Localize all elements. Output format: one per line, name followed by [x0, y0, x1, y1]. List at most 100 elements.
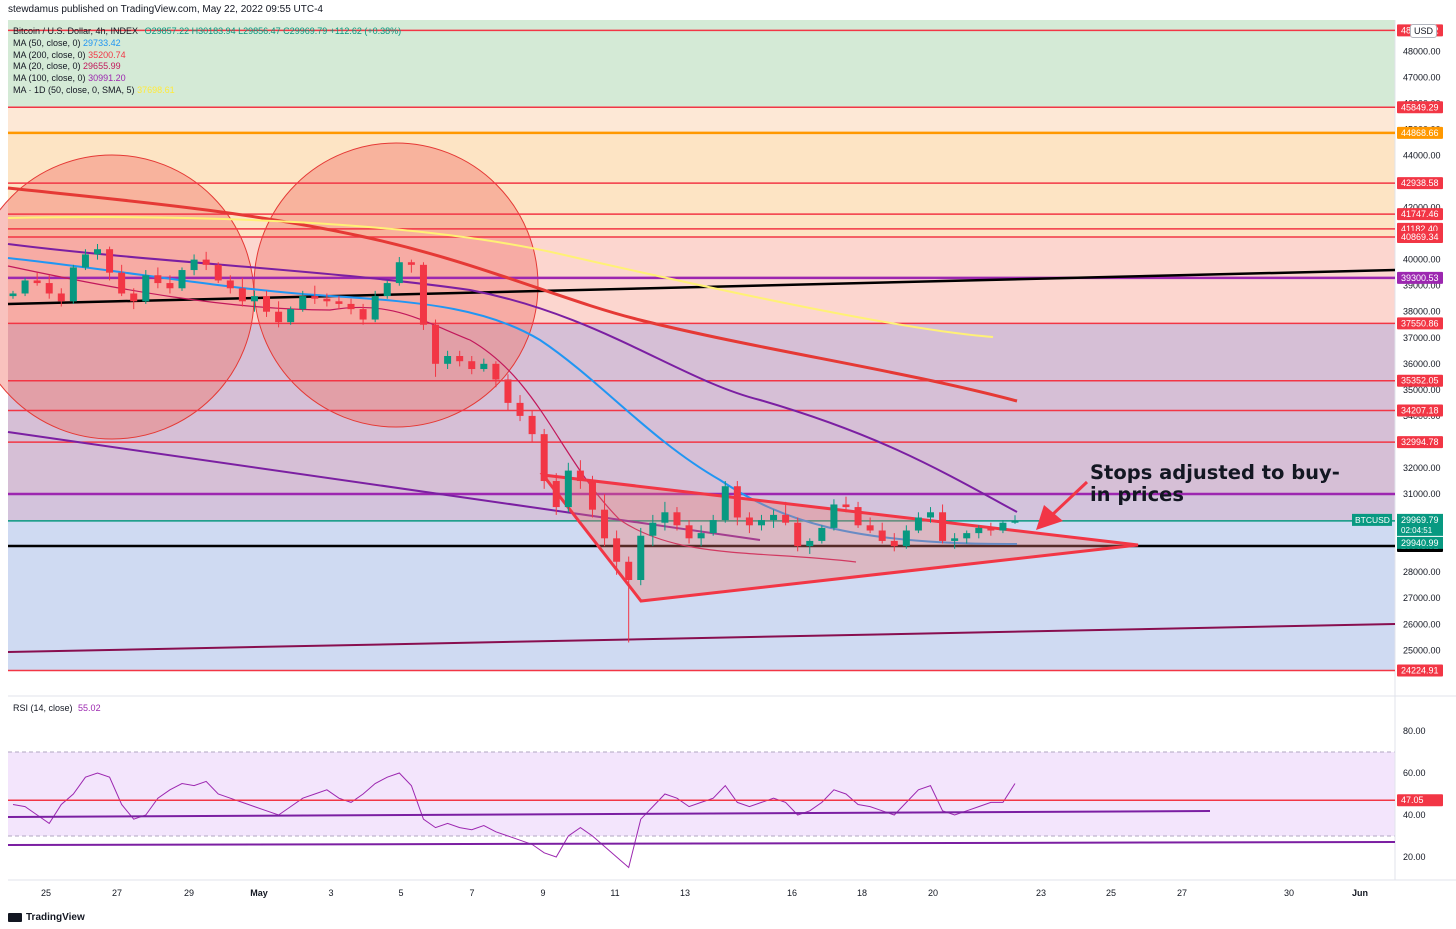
candle-body [21, 280, 29, 294]
price-tick-label: 31000.00 [1403, 489, 1441, 499]
price-tick-label: 44000.00 [1403, 150, 1441, 160]
time-tick-label: 13 [680, 888, 690, 898]
rsi-title: RSI (14, close) [13, 703, 73, 713]
candle-body [9, 293, 17, 297]
symbol-name: Bitcoin / U.S. Dollar, 4h, INDEX [13, 26, 139, 36]
candle-body [661, 512, 669, 523]
candle-body [757, 520, 765, 526]
candle-body [395, 262, 403, 284]
publish-attribution: stewdamus published on TradingView.com, … [8, 4, 323, 15]
ma-value: 30991.20 [88, 73, 126, 84]
candle-body [987, 527, 995, 531]
currency-button[interactable]: USD [1410, 24, 1438, 38]
candle-body [601, 509, 609, 539]
candle-body [733, 486, 741, 518]
ohlc-values: O29857.22 H30183.94 L29856.47 C29969.79 … [144, 26, 402, 36]
countdown-label: 02:04:51 [1401, 526, 1433, 535]
ma-legend-1d: MA · 1D (50, close, 0, SMA, 5) 37698.61 [13, 85, 401, 97]
candle-body [371, 296, 379, 320]
symbol-legend: Bitcoin / U.S. Dollar, 4h, INDEX O29857.… [13, 26, 401, 38]
level-label: 41747.46 [1401, 209, 1439, 219]
candle-body [335, 301, 343, 304]
candle-body [480, 363, 488, 370]
time-tick-label: 18 [857, 888, 867, 898]
candle-body [504, 379, 512, 403]
level-label-bg [1397, 126, 1443, 139]
candle-body [902, 530, 910, 547]
candle-body [782, 514, 790, 523]
candle-body [685, 525, 693, 539]
zone-band [8, 236, 1395, 324]
ma-value: 35200.74 [88, 49, 126, 60]
candle-body [999, 522, 1007, 531]
candle-body [794, 522, 802, 547]
candle-body [130, 293, 138, 302]
candle-body [190, 259, 198, 271]
time-tick-label: 3 [328, 888, 333, 898]
ma-price-label: 29940.99 [1401, 538, 1439, 548]
time-tick-label: 20 [928, 888, 938, 898]
ma-label: MA (100, close, 0) [13, 73, 86, 84]
candle-body [588, 481, 596, 510]
price-tick-label: 26000.00 [1403, 619, 1441, 629]
rsi-legend: RSI (14, close) 55.02 [13, 703, 101, 713]
ma-legend-20: MA (20, close, 0) 29655.99 [13, 61, 401, 73]
ma-value: 29655.99 [83, 61, 121, 72]
ma50-line [7, 257, 1018, 546]
zone-band [8, 494, 1395, 521]
candle-body [709, 520, 717, 534]
ma-legend-100: MA (100, close, 0) 30991.20 [13, 73, 401, 85]
candle-body [202, 259, 210, 265]
level-label: 45849.29 [1401, 102, 1439, 112]
time-tick-label: 9 [540, 888, 545, 898]
candle-body [697, 533, 705, 539]
time-tick-label: 27 [112, 888, 122, 898]
candle-body [263, 296, 271, 312]
level-label: 32994.78 [1401, 437, 1439, 447]
level-label: 40869.34 [1401, 232, 1439, 242]
candle-body [866, 525, 874, 531]
candle-body [770, 514, 778, 521]
candle-body [625, 561, 633, 580]
time-tick-label: 27 [1177, 888, 1187, 898]
candle-body [69, 267, 77, 302]
level-label-bg [1397, 317, 1443, 330]
candle-body [226, 280, 234, 289]
candle-body [854, 507, 862, 526]
candle-body [842, 504, 850, 508]
zone-band [8, 107, 1395, 133]
tradingview-logo-icon [8, 913, 22, 922]
level-label: 44868.66 [1401, 128, 1439, 138]
time-tick-label: 30 [1284, 888, 1294, 898]
candle-body [214, 264, 222, 281]
candle-body [830, 504, 838, 528]
price-tick-label: 48000.00 [1403, 46, 1441, 56]
candle-body [721, 486, 729, 521]
time-tick-label: 7 [469, 888, 474, 898]
triangle-pattern [539, 473, 1139, 603]
candle-body [45, 283, 53, 294]
price-tick-label: 38000.00 [1403, 307, 1441, 317]
time-tick-label: 23 [1036, 888, 1046, 898]
price-tick-label: 27000.00 [1403, 593, 1441, 603]
level-label-bg [1397, 436, 1443, 449]
level-label-bg [1397, 664, 1443, 677]
candle-body [118, 272, 126, 294]
candle-body [154, 275, 162, 284]
level-label: 39300.53 [1401, 273, 1439, 283]
trend-line-purple [7, 431, 761, 541]
rsi-trend-line-upper [7, 810, 1211, 818]
level-label-bg [1397, 208, 1443, 221]
candle-body [516, 402, 524, 416]
candle-body [673, 512, 681, 526]
candle-body [939, 512, 947, 541]
symbol-tag-label: BTCUSD [1355, 515, 1390, 525]
candle-body [359, 309, 367, 320]
level-label: 41182.40 [1401, 224, 1438, 234]
candle-body [914, 517, 922, 531]
level-label-bg [1397, 177, 1443, 190]
trend-line-maroon [7, 623, 1396, 653]
candle-body [540, 434, 548, 482]
annotation-arrow-head [1036, 505, 1063, 530]
